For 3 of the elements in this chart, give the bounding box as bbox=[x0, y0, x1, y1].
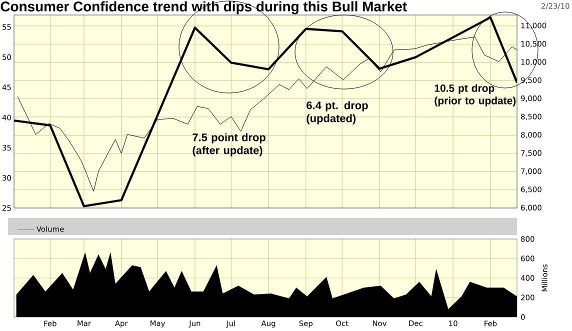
annotation: 6.4 pt. drop (updated) bbox=[306, 101, 368, 124]
annotation: 10.5 pt drop (prior to update) bbox=[434, 84, 516, 106]
annotation: 7.5 point drop (after update) bbox=[192, 133, 266, 156]
